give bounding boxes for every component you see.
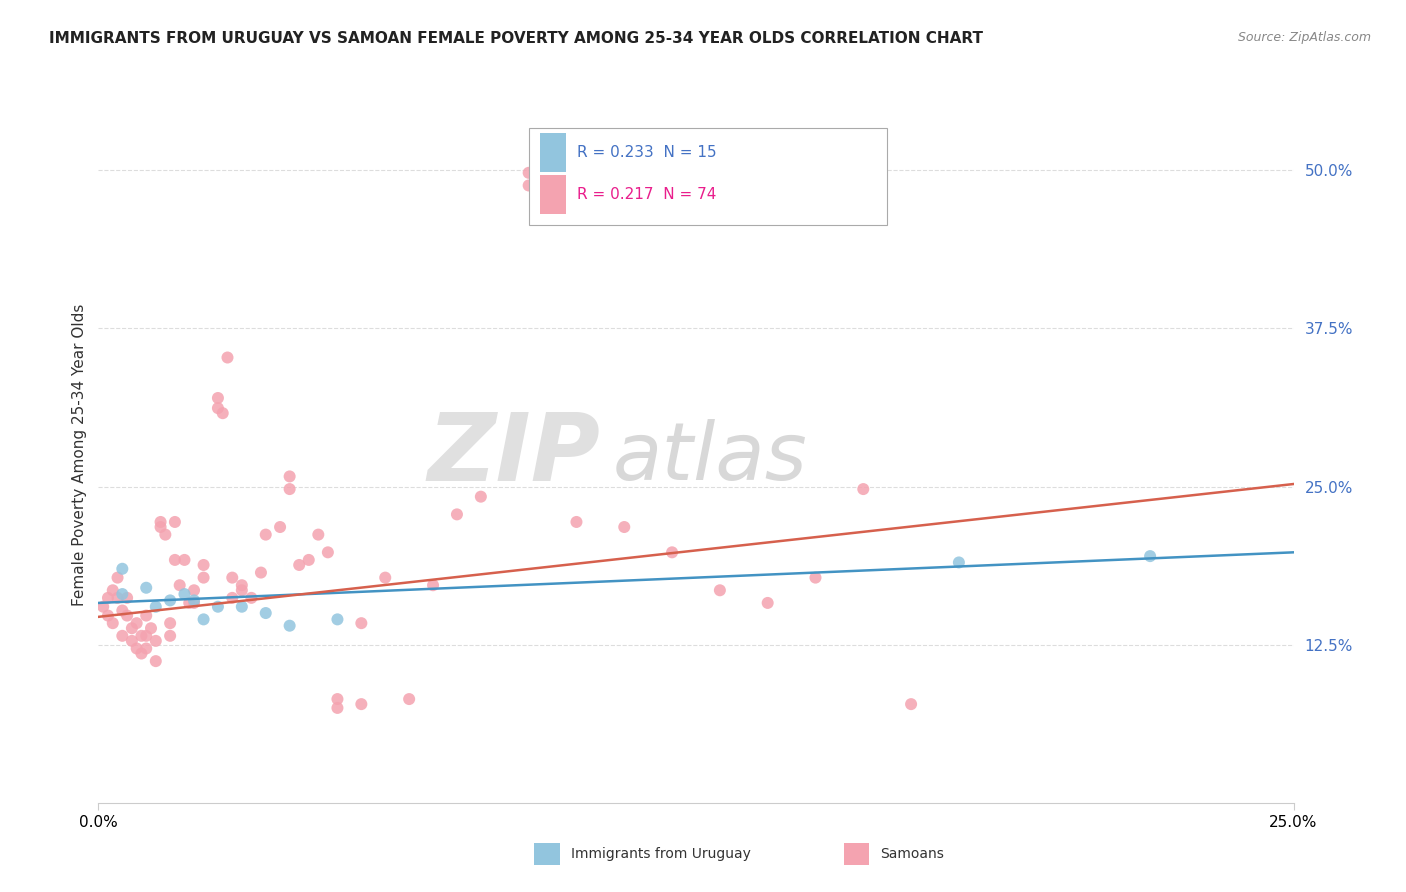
Point <box>121 621 143 635</box>
Point <box>131 629 153 643</box>
Point <box>183 593 205 607</box>
Point <box>107 591 129 605</box>
Point <box>446 508 468 522</box>
Point <box>517 166 540 180</box>
Point <box>398 692 420 706</box>
Text: Immigrants from Uruguay: Immigrants from Uruguay <box>571 847 751 861</box>
Point <box>326 612 349 626</box>
Point <box>155 527 177 541</box>
Point <box>307 527 329 541</box>
Point <box>145 654 167 668</box>
Point <box>221 571 243 585</box>
Point <box>135 581 157 595</box>
Point <box>111 562 134 576</box>
Point <box>179 596 201 610</box>
Point <box>97 591 120 605</box>
Text: Samoans: Samoans <box>880 847 943 861</box>
Point <box>374 571 396 585</box>
Point <box>278 618 301 632</box>
Point <box>254 527 277 541</box>
Text: R = 0.233  N = 15: R = 0.233 N = 15 <box>578 145 717 160</box>
Point <box>163 515 186 529</box>
Point <box>278 482 301 496</box>
Point <box>231 599 253 614</box>
Text: IMMIGRANTS FROM URUGUAY VS SAMOAN FEMALE POVERTY AMONG 25-34 YEAR OLDS CORRELATI: IMMIGRANTS FROM URUGUAY VS SAMOAN FEMALE… <box>49 31 983 46</box>
Text: atlas: atlas <box>612 419 807 498</box>
Point <box>163 553 186 567</box>
Point <box>207 391 229 405</box>
Point <box>111 629 134 643</box>
Point <box>517 178 540 193</box>
Point <box>193 558 215 572</box>
Point <box>159 593 181 607</box>
Point <box>207 401 229 416</box>
Point <box>135 641 157 656</box>
Point <box>250 566 273 580</box>
Point <box>193 571 215 585</box>
Point <box>173 553 195 567</box>
Point <box>101 616 124 631</box>
Point <box>91 599 114 614</box>
Point <box>139 621 162 635</box>
Point <box>125 641 148 656</box>
Point <box>1139 549 1161 563</box>
Point <box>217 351 239 365</box>
Point <box>207 599 229 614</box>
Point <box>131 647 153 661</box>
Point <box>804 571 827 585</box>
Point <box>254 606 277 620</box>
Point <box>231 583 253 598</box>
Point <box>145 633 167 648</box>
Point <box>111 603 134 617</box>
Point <box>661 545 683 559</box>
Point <box>756 596 779 610</box>
Point <box>159 616 181 631</box>
Point <box>135 608 157 623</box>
Point <box>278 469 301 483</box>
Point <box>316 545 339 559</box>
Point <box>145 599 167 614</box>
Point <box>125 616 148 631</box>
Point <box>326 701 349 715</box>
Text: R = 0.217  N = 74: R = 0.217 N = 74 <box>578 187 717 202</box>
Point <box>326 692 349 706</box>
Text: ZIP: ZIP <box>427 409 600 501</box>
Point <box>269 520 291 534</box>
Point <box>613 520 636 534</box>
Point <box>183 583 205 598</box>
Point <box>159 629 181 643</box>
Point <box>169 578 191 592</box>
Text: Source: ZipAtlas.com: Source: ZipAtlas.com <box>1237 31 1371 45</box>
Point <box>115 591 138 605</box>
Point <box>173 587 195 601</box>
Point <box>115 608 138 623</box>
Point <box>565 515 588 529</box>
Point <box>350 697 373 711</box>
Point <box>948 556 970 570</box>
Point <box>709 583 731 598</box>
Point <box>149 515 172 529</box>
Point <box>231 578 253 592</box>
Point <box>240 591 263 605</box>
Point <box>193 612 215 626</box>
Point <box>852 482 875 496</box>
Point <box>298 553 321 567</box>
Point <box>900 697 922 711</box>
Point <box>149 520 172 534</box>
Point <box>211 406 233 420</box>
Point <box>97 608 120 623</box>
Point <box>183 596 205 610</box>
Point <box>101 583 124 598</box>
Point <box>288 558 311 572</box>
Point <box>350 616 373 631</box>
Point <box>111 587 134 601</box>
Point <box>422 578 444 592</box>
Point <box>470 490 492 504</box>
Point <box>135 629 157 643</box>
Y-axis label: Female Poverty Among 25-34 Year Olds: Female Poverty Among 25-34 Year Olds <box>72 304 87 606</box>
Point <box>221 591 243 605</box>
Point <box>121 633 143 648</box>
Point <box>107 571 129 585</box>
